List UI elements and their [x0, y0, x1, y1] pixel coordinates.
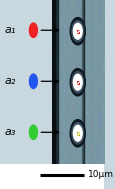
Text: 10μm: 10μm — [87, 170, 113, 179]
Circle shape — [70, 120, 85, 147]
Circle shape — [71, 123, 83, 144]
Text: a₃: a₃ — [4, 127, 15, 137]
Circle shape — [73, 125, 81, 141]
Circle shape — [73, 74, 81, 90]
Circle shape — [29, 23, 37, 37]
Circle shape — [74, 77, 78, 84]
Bar — [0, 164, 104, 189]
Circle shape — [70, 18, 85, 45]
Circle shape — [70, 69, 85, 96]
Circle shape — [73, 23, 81, 39]
Text: a₁: a₁ — [4, 25, 15, 35]
Text: a₂: a₂ — [4, 76, 15, 86]
Circle shape — [71, 21, 83, 42]
Bar — [76, 132, 78, 135]
Circle shape — [71, 72, 83, 93]
Bar — [76, 81, 78, 84]
Circle shape — [29, 74, 37, 88]
Bar — [76, 30, 78, 33]
Circle shape — [74, 128, 78, 135]
Circle shape — [74, 26, 78, 33]
Circle shape — [29, 125, 37, 139]
